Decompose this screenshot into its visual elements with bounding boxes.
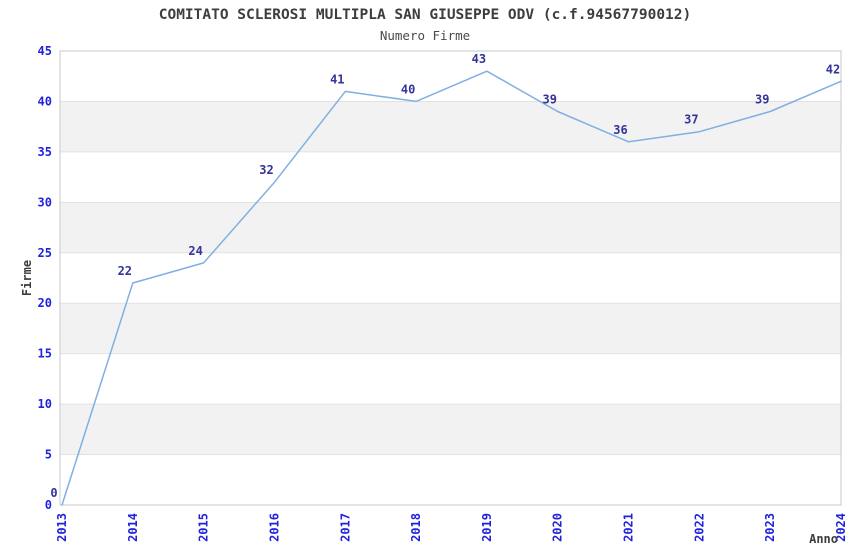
x-tick-label: 2024 <box>834 513 848 542</box>
point-labels: 0 22 24 32 41 40 43 39 36 37 39 42 <box>50 52 840 500</box>
plot-border <box>59 50 842 506</box>
y-tick-label: 5 <box>45 448 52 462</box>
point-label: 43 <box>472 52 486 66</box>
y-tick-label: 10 <box>38 397 52 411</box>
point-label: 32 <box>259 163 273 177</box>
plot-gridlines <box>60 100 841 456</box>
x-tick-label: 2021 <box>622 513 636 542</box>
y-tick-label: 25 <box>38 246 52 260</box>
point-label: 41 <box>330 72 344 86</box>
x-tick-label: 2019 <box>480 513 494 542</box>
point-label: 39 <box>542 93 556 107</box>
point-label: 40 <box>401 82 415 96</box>
y-tick-label: 0 <box>45 498 52 512</box>
point-label: 37 <box>684 113 698 127</box>
y-axis-title: Firme <box>20 260 34 296</box>
x-tick-label: 2023 <box>763 513 777 542</box>
band-row <box>60 404 841 455</box>
y-tick-label: 20 <box>38 296 52 310</box>
x-axis-tick-labels: 2013 2014 2015 2016 2017 2018 2019 2020 2021 2022… <box>55 513 848 542</box>
y-tick-label: 30 <box>38 195 52 209</box>
y-tick-label: 40 <box>38 94 52 108</box>
x-tick-label: 2016 <box>268 513 282 542</box>
x-tick-label: 2017 <box>338 513 352 542</box>
band-row <box>60 303 841 354</box>
y-axis-tick-labels: 0 5 10 15 20 25 30 35 40 45 <box>38 44 52 512</box>
y-tick-label: 45 <box>38 44 52 58</box>
point-label: 24 <box>188 244 202 258</box>
chart-title: COMITATO SCLEROSI MULTIPLA SAN GIUSEPPE … <box>159 7 692 23</box>
point-label: 39 <box>755 93 769 107</box>
point-label: 22 <box>118 264 132 278</box>
x-tick-label: 2014 <box>126 513 140 542</box>
x-tick-label: 2020 <box>551 513 565 542</box>
x-tick-label: 2018 <box>409 513 423 542</box>
y-tick-label: 35 <box>38 145 52 159</box>
y-tick-label: 15 <box>38 347 52 361</box>
x-tick-label: 2015 <box>197 513 211 542</box>
point-label: 36 <box>613 123 627 137</box>
x-tick-label: 2022 <box>692 513 706 542</box>
x-tick-label: 2013 <box>55 513 69 542</box>
series-line <box>61 70 842 506</box>
band-row <box>60 101 841 152</box>
x-axis-title: Anno <box>809 532 838 546</box>
band-row <box>60 202 841 253</box>
chart-subtitle: Numero Firme <box>380 28 470 43</box>
point-label: 0 <box>50 486 57 500</box>
plot-bands <box>60 101 841 455</box>
point-label: 42 <box>826 62 840 76</box>
